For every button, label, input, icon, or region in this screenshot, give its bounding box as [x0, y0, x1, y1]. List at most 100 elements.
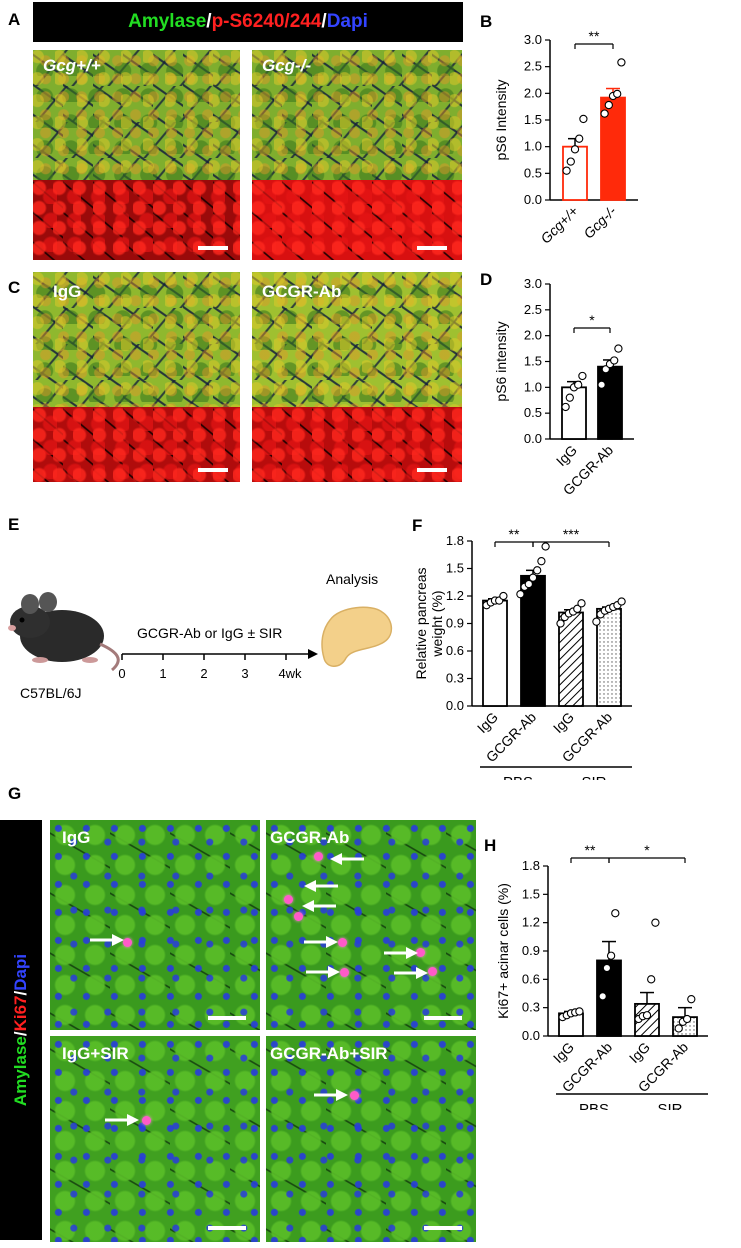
- chart-f: 0.0 0.3 0.6 0.9 1.2 1.5 1.8 Relative pancreas we…: [413, 526, 632, 780]
- data-point: [577, 599, 586, 608]
- data-point: [674, 1024, 683, 1033]
- data-point: [562, 166, 571, 175]
- panel-a-stain-header: Amylase/p-S6240/244/Dapi: [33, 2, 463, 42]
- label-gcg-wt: Gcg+/+: [43, 56, 101, 75]
- ki67-nucleus: [314, 852, 323, 861]
- data-point: [524, 579, 533, 589]
- data-point: [541, 542, 550, 551]
- ki67-nucleus: [284, 895, 293, 904]
- label-igg: IgG: [53, 282, 82, 301]
- ki67-nucleus: [338, 938, 347, 947]
- y-tick-label: 1.5: [446, 561, 464, 576]
- data-point: [573, 604, 582, 613]
- arrow-icon: [90, 934, 124, 946]
- timeline-tick-label: 3: [241, 666, 248, 681]
- data-point: [598, 992, 607, 1001]
- stain-ki67: Ki67: [11, 995, 30, 1032]
- scale-bar: [208, 1226, 246, 1230]
- micrograph-gcg-wt: Gcg+/+: [33, 50, 240, 260]
- y-tick-label: 0.5: [524, 165, 542, 180]
- ki67-nucleus: [294, 912, 303, 921]
- data-point: [533, 566, 542, 575]
- y-tick-label: 0.5: [524, 405, 542, 420]
- scale-bar: [208, 1016, 246, 1020]
- y-tick-label: 0.0: [524, 431, 542, 446]
- data-point: [687, 995, 696, 1004]
- data-point: [575, 134, 584, 143]
- ki67-nucleus: [142, 1116, 151, 1125]
- y-tick-label: 1.0: [524, 139, 542, 154]
- stain-dapi: Dapi: [326, 11, 368, 32]
- x-tick-label: IgG: [553, 442, 580, 469]
- scale-bar: [198, 246, 228, 250]
- panel-letter-h: H: [484, 836, 497, 855]
- x-tick-label: IgG: [550, 1039, 577, 1066]
- significance-label: *: [644, 842, 650, 858]
- stain-ps6: p-S6240/244: [211, 11, 322, 32]
- data-point: [682, 1014, 692, 1024]
- data-point: [528, 573, 538, 582]
- label-gcgr-ab-sir: GCGR-Ab+SIR: [270, 1044, 388, 1063]
- data-point: [602, 963, 612, 973]
- data-point: [499, 591, 508, 601]
- scale-bar: [424, 1226, 462, 1230]
- x-tick-label: IgG: [474, 709, 501, 736]
- data-point: [614, 344, 623, 353]
- panel-letter-e: E: [8, 515, 20, 534]
- group-label: SIR: [581, 774, 606, 780]
- mouse-strain-label: C57BL/6J: [20, 685, 81, 701]
- y-tick-label: 1.8: [522, 858, 540, 873]
- x-tick-label: Gcg-/-: [580, 203, 619, 242]
- data-point: [606, 951, 616, 960]
- stain-amylase: Amylase: [11, 1036, 30, 1107]
- panel-letter-d: D: [480, 270, 493, 289]
- data-point: [617, 58, 626, 67]
- x-tick-label: IgG: [626, 1039, 653, 1066]
- data-point: [565, 393, 574, 402]
- ki67-nucleus: [428, 967, 437, 976]
- y-tick-label: 1.5: [524, 354, 542, 369]
- mouse-icon: [8, 592, 120, 672]
- data-point: [617, 597, 626, 606]
- bar: [596, 607, 622, 707]
- group-label: SIR: [657, 1101, 682, 1110]
- arrow-icon: [304, 936, 338, 948]
- data-point: [610, 356, 619, 365]
- ki67-nucleus: [123, 938, 132, 947]
- y-tick-label: 1.2: [522, 915, 540, 930]
- y-tick-label: 0.9: [522, 943, 540, 958]
- y-tick-label: 0.0: [524, 192, 542, 207]
- x-tick-label: IgG: [550, 709, 577, 736]
- significance-label: **: [509, 526, 520, 542]
- bar: [482, 599, 508, 707]
- analysis-label: Analysis: [326, 571, 378, 587]
- timeline-tick-label: 0: [118, 666, 125, 681]
- panel-letter-c: C: [8, 278, 21, 297]
- label-gcgr-ab: GCGR-Ab: [270, 828, 350, 847]
- y-tick-label: 3.0: [524, 32, 542, 47]
- arrow-icon: [105, 1114, 139, 1126]
- data-point: [647, 975, 656, 984]
- y-tick-label: 0.6: [446, 643, 464, 658]
- arrow-icon: [302, 900, 336, 912]
- scale-bar: [417, 246, 447, 250]
- scale-bar: [417, 468, 447, 472]
- data-point: [613, 89, 622, 99]
- if-panel-igg: IgG: [50, 820, 260, 1030]
- significance-label: ***: [563, 526, 580, 542]
- panel-g-side-label: Amylase/Ki67/Dapi: [0, 820, 42, 1240]
- bar: [597, 365, 623, 440]
- y-tick-label: 2.5: [524, 59, 542, 74]
- if-panel-igg-sir: IgG+SIR: [50, 1036, 260, 1242]
- y-tick-label: 1.2: [446, 588, 464, 603]
- data-point: [597, 380, 606, 389]
- panel-e-timeline: C57BL/6J GCGR-Ab or IgG ± SIR 0 1 2 3 4wk An…: [8, 571, 393, 701]
- data-point: [561, 402, 570, 412]
- x-tick-label: Gcg+/+: [537, 203, 581, 247]
- y-axis-label: pS6 intensity: [493, 321, 509, 401]
- panel-letter-f: F: [412, 516, 423, 535]
- data-point: [575, 1007, 584, 1016]
- label-gcgr-ab: GCGR-Ab: [262, 282, 342, 301]
- data-point: [566, 157, 575, 166]
